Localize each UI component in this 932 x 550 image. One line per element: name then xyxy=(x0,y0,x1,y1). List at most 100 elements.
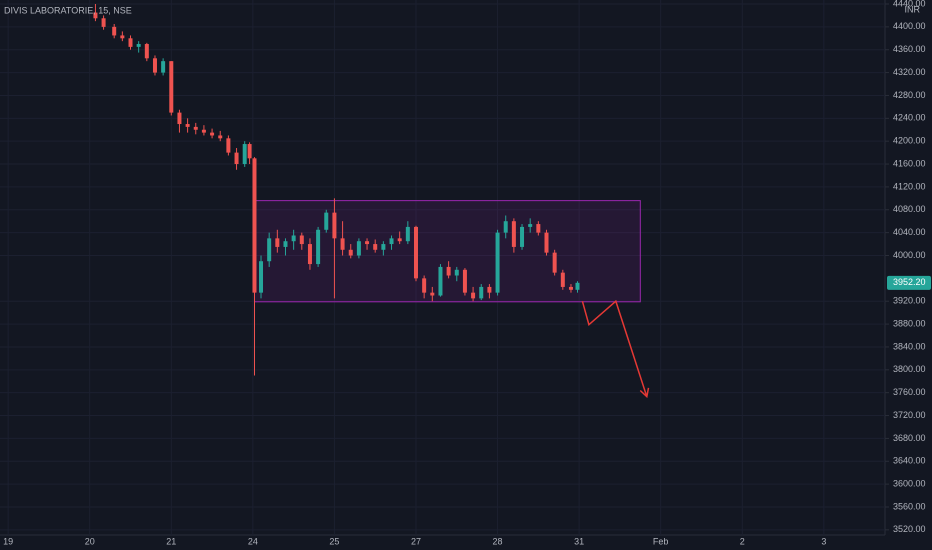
price-axis-bg xyxy=(885,0,932,550)
candle-body xyxy=(112,26,117,36)
candle-body xyxy=(454,269,459,276)
candle-body xyxy=(267,238,272,262)
candle-body xyxy=(120,35,125,39)
candle-body xyxy=(307,244,312,265)
y-tick-label: 4360.00 xyxy=(893,44,926,54)
candle-body xyxy=(348,249,353,256)
candle-body xyxy=(210,132,215,136)
y-tick-label: 3600.00 xyxy=(893,479,926,489)
y-tick-label: 3880.00 xyxy=(893,318,926,328)
candle-body xyxy=(487,286,492,293)
y-tick-label: 3760.00 xyxy=(893,387,926,397)
candle-body xyxy=(242,144,247,165)
candle-body xyxy=(169,61,174,113)
candle-body xyxy=(430,292,435,296)
candle-body xyxy=(520,226,525,247)
chart-title: DIVIS LABORATORIE, 15, NSE xyxy=(4,5,132,15)
candle-body xyxy=(373,244,378,250)
y-tick-label: 4040.00 xyxy=(893,227,926,237)
candle-body xyxy=(218,135,223,139)
y-tick-label: 4320.00 xyxy=(893,67,926,77)
candle-body xyxy=(93,12,98,19)
candle-body xyxy=(479,286,484,299)
candle-body xyxy=(413,226,418,279)
y-tick-label: 4160.00 xyxy=(893,158,926,168)
candle-body xyxy=(101,18,106,27)
candle-body xyxy=(405,226,410,242)
candle-body xyxy=(544,232,549,253)
y-tick-label: 4120.00 xyxy=(893,181,926,191)
candle-body xyxy=(136,44,141,47)
candle-body xyxy=(503,221,508,233)
x-tick-label: 3 xyxy=(821,536,826,546)
currency: INR xyxy=(905,4,921,14)
candle-body xyxy=(247,144,252,159)
projection-arrow xyxy=(581,299,648,397)
candle-body xyxy=(471,292,476,299)
x-tick-label: 19 xyxy=(3,536,13,546)
candle-body xyxy=(161,61,166,73)
x-tick-label: 24 xyxy=(248,536,258,546)
y-tick-label: 4240.00 xyxy=(893,113,926,123)
y-tick-label: 3640.00 xyxy=(893,456,926,466)
grid xyxy=(0,0,885,535)
candle-body xyxy=(291,235,296,242)
candle-body xyxy=(389,238,394,245)
candle-body xyxy=(316,229,321,265)
candle-body xyxy=(340,238,345,250)
x-tick-label: 21 xyxy=(166,536,176,546)
drawings xyxy=(253,200,650,399)
x-tick-label: 28 xyxy=(493,536,503,546)
candle-body xyxy=(152,58,157,73)
last-price-label: 3952.20 xyxy=(893,277,926,287)
candle-body xyxy=(226,138,231,153)
candle-body xyxy=(193,126,198,130)
y-tick-label: 4000.00 xyxy=(893,250,926,260)
candle-body xyxy=(144,44,149,59)
candle-body xyxy=(356,241,361,256)
candle-body xyxy=(177,112,182,125)
candle-body xyxy=(552,252,557,273)
y-tick-label: 3720.00 xyxy=(893,410,926,420)
candle-body xyxy=(438,266,443,296)
y-tick-label: 3840.00 xyxy=(893,341,926,351)
candle-body xyxy=(528,224,533,227)
candle-body xyxy=(185,124,190,127)
candle-body xyxy=(462,269,467,293)
x-tick-label: Feb xyxy=(653,536,669,546)
candle-body xyxy=(568,286,573,290)
x-tick-label: 25 xyxy=(329,536,339,546)
y-tick-label: 4200.00 xyxy=(893,136,926,146)
candle-body xyxy=(201,129,206,133)
candle-body xyxy=(575,282,580,290)
x-tick-label: 27 xyxy=(411,536,421,546)
x-tick-label: 20 xyxy=(85,536,95,546)
x-tick-label: 2 xyxy=(740,536,745,546)
y-tick-label: 3560.00 xyxy=(893,501,926,511)
y-tick-label: 3800.00 xyxy=(893,364,926,374)
x-tick-label: 31 xyxy=(574,536,584,546)
candle-body xyxy=(495,232,500,293)
y-tick-label: 3680.00 xyxy=(893,433,926,443)
y-tick-label: 4080.00 xyxy=(893,204,926,214)
arrow-head xyxy=(639,387,650,399)
y-tick-label: 4280.00 xyxy=(893,90,926,100)
candle-body xyxy=(332,212,337,239)
candle-body xyxy=(275,238,280,247)
candle-body xyxy=(381,244,386,250)
candle-body xyxy=(365,241,370,245)
y-tick-label: 3520.00 xyxy=(893,524,926,534)
candle-body xyxy=(283,241,288,247)
candle-body xyxy=(422,278,427,293)
candle-body xyxy=(259,261,264,293)
last-price-tag xyxy=(887,275,931,290)
candle-body xyxy=(299,235,304,245)
candle-body xyxy=(397,238,402,242)
candle-body xyxy=(234,152,239,165)
candle-body xyxy=(128,38,133,47)
candle-body xyxy=(511,221,516,247)
candle-body xyxy=(536,224,541,233)
y-tick-label: 3920.00 xyxy=(893,296,926,306)
